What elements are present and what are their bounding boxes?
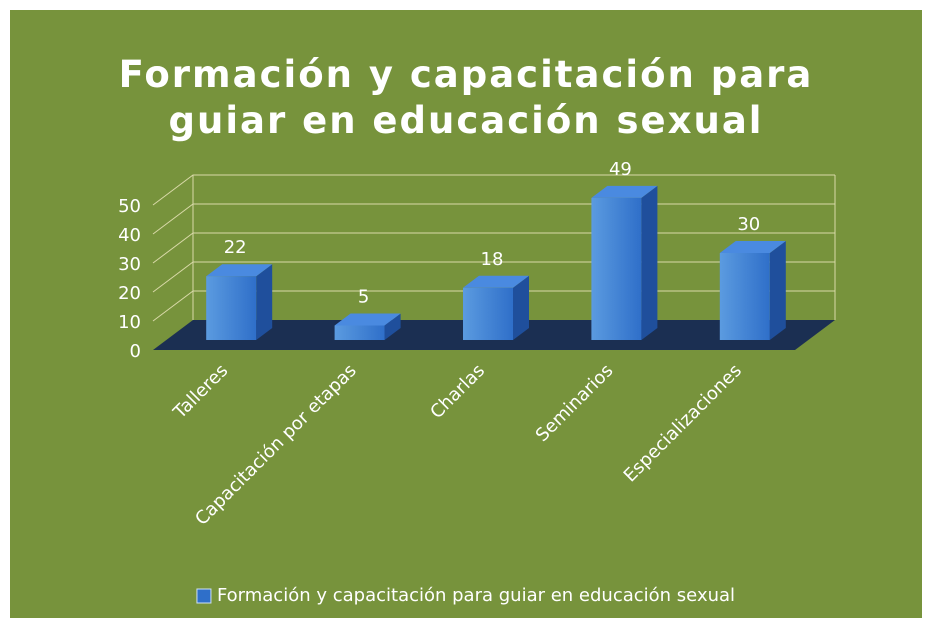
- x-tick-label: Seminarios: [532, 360, 618, 446]
- x-tick-label: Especializaciones: [620, 360, 746, 486]
- x-tick-label: Charlas: [426, 360, 489, 423]
- x-tick-label: Talleres: [169, 360, 232, 423]
- bar-top: [206, 264, 273, 277]
- chart-title: Formación y capacitación para guiar en e…: [118, 53, 814, 142]
- bar-front: [463, 287, 513, 340]
- bar-side: [769, 241, 786, 340]
- y-tick-label: 0: [130, 341, 141, 362]
- bar: [591, 185, 658, 340]
- bar: [719, 241, 786, 340]
- chart-area: 0 10 20 30 40 50 22 Talleres 5 Capacitación por e…: [10, 10, 922, 618]
- bar-top: [463, 275, 529, 288]
- legend-label: Formación y capacitación para guiar en e…: [217, 585, 735, 606]
- bar-side: [256, 264, 273, 340]
- value-label: 49: [609, 159, 632, 180]
- bar-top: [334, 313, 401, 326]
- y-tick-label: 30: [118, 254, 141, 275]
- bar-side: [641, 185, 658, 340]
- grid-line: [152, 174, 835, 206]
- bar-front: [591, 197, 642, 340]
- y-tick-label: 10: [118, 312, 141, 333]
- bar-front: [719, 253, 770, 340]
- y-tick-label: 20: [118, 283, 141, 304]
- bar-front: [206, 276, 257, 340]
- value-label: 22: [224, 237, 247, 258]
- y-tick-label: 40: [118, 225, 141, 246]
- bar: [334, 313, 401, 340]
- legend-swatch: [196, 588, 212, 604]
- bar-side: [513, 275, 529, 340]
- bar-front: [334, 325, 385, 340]
- bar-top: [719, 241, 786, 253]
- value-label: 30: [737, 214, 760, 235]
- y-tick-label: 50: [118, 196, 141, 217]
- grid-line: [152, 203, 835, 235]
- bar-top: [591, 185, 658, 198]
- bar: [463, 275, 529, 340]
- bar-side: [384, 313, 401, 340]
- value-label: 5: [358, 287, 369, 308]
- value-label: 18: [481, 249, 504, 270]
- bar: [206, 264, 273, 340]
